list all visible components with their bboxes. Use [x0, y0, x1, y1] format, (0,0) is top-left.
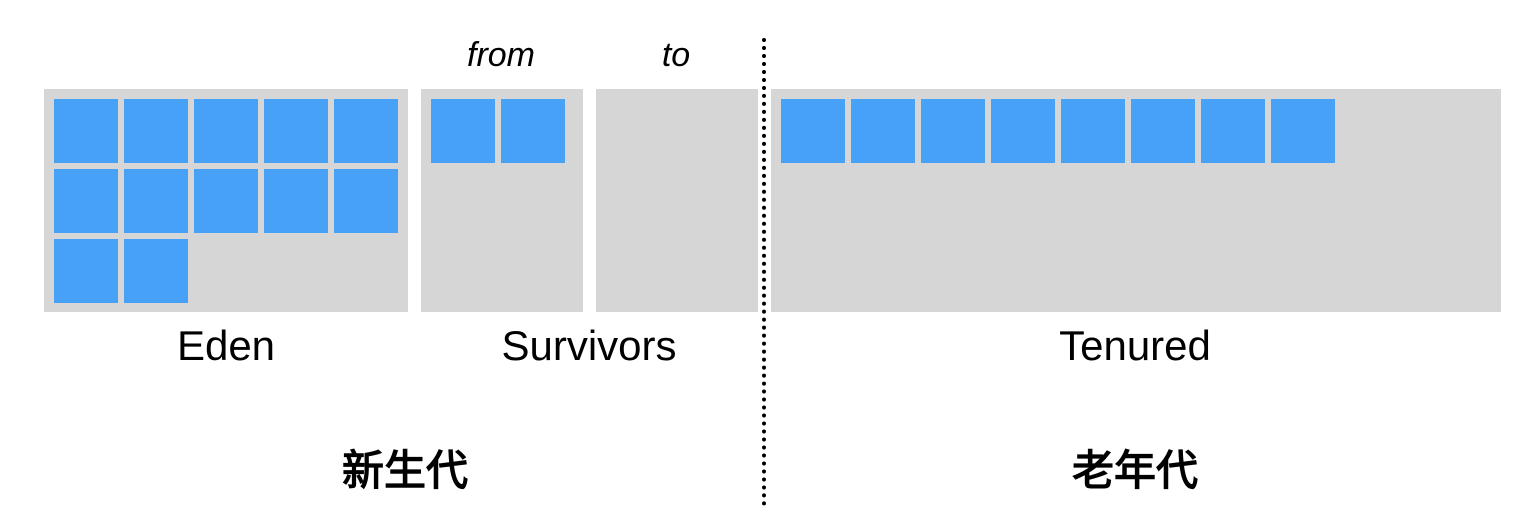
object-block: [124, 169, 188, 233]
eden-label: Eden: [176, 322, 276, 369]
object-block: [431, 99, 495, 163]
object-block: [781, 99, 845, 163]
object-block: [54, 99, 118, 163]
object-block: [991, 99, 1055, 163]
object-block: [54, 239, 118, 303]
object-block: [124, 99, 188, 163]
object-block: [334, 99, 398, 163]
object-block: [264, 169, 328, 233]
object-block: [334, 169, 398, 233]
old-generation-label: 老年代: [1071, 446, 1199, 495]
survivor-to-region: [596, 89, 758, 312]
survivor-from-label: from: [467, 36, 535, 74]
object-block: [124, 239, 188, 303]
young-generation-label: 新生代: [341, 446, 469, 495]
survivor-to-label: to: [661, 36, 691, 74]
tenured-region: [771, 89, 1501, 312]
object-block: [851, 99, 915, 163]
tenured-label: Tenured: [1059, 322, 1211, 369]
object-block: [1131, 99, 1195, 163]
object-block: [264, 99, 328, 163]
object-block: [1201, 99, 1265, 163]
generation-divider: [762, 38, 766, 506]
object-block: [1061, 99, 1125, 163]
survivors-label: Survivors: [501, 322, 677, 369]
object-block: [921, 99, 985, 163]
object-block: [54, 169, 118, 233]
survivor-from-region: [421, 89, 583, 312]
object-block: [194, 99, 258, 163]
object-block: [1271, 99, 1335, 163]
eden-region: [44, 89, 408, 312]
object-block: [194, 169, 258, 233]
object-block: [501, 99, 565, 163]
